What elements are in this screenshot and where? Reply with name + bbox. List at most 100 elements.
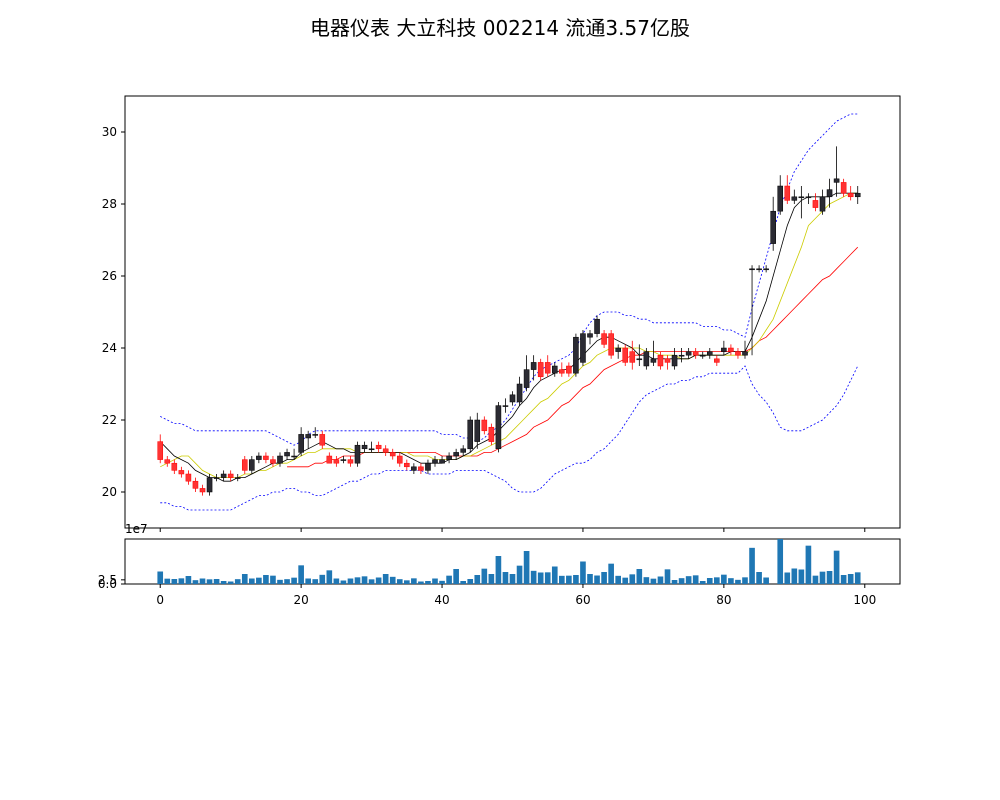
candle-body (544, 362, 551, 374)
volume-bar (481, 568, 488, 584)
volume-bar (199, 578, 206, 584)
volume-bar (234, 579, 241, 584)
candle-body (270, 459, 276, 464)
candle-body (559, 369, 565, 374)
price-ytick-label: 22 (102, 413, 117, 427)
volume-scale-label: 1e7 (125, 522, 148, 536)
candle-body (291, 455, 297, 458)
volume-bar (516, 565, 523, 584)
volume-bar (756, 572, 762, 584)
candle-body (241, 459, 248, 471)
candle-body (446, 455, 452, 460)
volume-bar (735, 579, 741, 584)
candle-body (396, 455, 403, 464)
volume-bar (530, 570, 537, 584)
volume-bar (601, 572, 607, 584)
candle-body (319, 434, 326, 446)
candle-body (777, 185, 784, 212)
candle-body (220, 473, 227, 478)
candle-body (185, 473, 192, 482)
volume-bar (298, 565, 304, 584)
volume-bar (396, 579, 403, 584)
candle-body (418, 466, 424, 471)
candle-body (192, 480, 199, 489)
volume-bar (650, 578, 657, 584)
volume-bar (488, 574, 495, 584)
volume-bar (439, 580, 445, 584)
candle-body (284, 452, 290, 457)
volume-bar (721, 574, 727, 584)
volume-bar (798, 569, 805, 584)
volume-bar (580, 561, 586, 584)
price-ytick-label: 26 (102, 269, 117, 283)
candle-body (671, 354, 678, 367)
volume-bar (509, 574, 516, 584)
volume-bar (192, 580, 199, 584)
xtick-label: 100 (853, 593, 876, 607)
price-frame (124, 95, 901, 529)
candle-body (502, 405, 509, 407)
volume-bar (340, 580, 347, 584)
band-upper-line (160, 113, 858, 446)
candle-body (199, 488, 206, 493)
candle-body (629, 351, 636, 363)
xtick-label: 60 (575, 593, 590, 607)
volume-bar (361, 576, 368, 584)
candle-body (333, 459, 340, 464)
volume-bar (425, 581, 431, 584)
volume-bar (819, 571, 826, 584)
volume-bar (495, 556, 502, 584)
volume-bar (551, 566, 558, 584)
volume-bar (404, 580, 410, 584)
volume-bar (460, 581, 466, 584)
volume-bar (256, 577, 262, 584)
candle-body (411, 466, 417, 471)
xtick-label: 80 (716, 593, 731, 607)
volume-bar (263, 575, 269, 584)
candle-body (812, 200, 819, 208)
candle-body (453, 452, 459, 457)
candle-body (439, 459, 445, 464)
xtick-label: 40 (434, 593, 449, 607)
candle-body (805, 196, 812, 199)
candle-body (171, 462, 178, 471)
candle-body (573, 336, 579, 374)
candle-body (784, 185, 791, 201)
candle-body (847, 192, 854, 198)
volume-bar (854, 572, 861, 584)
candle-body (763, 268, 769, 271)
candle-body (474, 419, 481, 442)
price-ytick-label: 24 (102, 341, 117, 355)
candle-body (361, 444, 368, 450)
candle-body (206, 477, 213, 493)
candle-body (277, 455, 283, 464)
volume-bar (206, 579, 213, 584)
volume-bar (714, 577, 720, 584)
candle-body (685, 351, 692, 356)
volume-bar (587, 574, 593, 584)
volume-bar (615, 575, 621, 584)
volume-bar (277, 579, 283, 584)
volume-bar (347, 578, 354, 584)
price-ytick-label: 20 (102, 485, 117, 499)
candle-body (735, 351, 741, 356)
volume-bar (742, 577, 748, 584)
volume-bar (664, 569, 671, 584)
candle-body (728, 347, 734, 352)
volume-bar (566, 575, 572, 584)
candle-body (664, 358, 671, 363)
candle-body (826, 189, 833, 198)
volume-bar (833, 550, 840, 584)
volume-ytick-label: 0.0 (98, 577, 117, 591)
candle-body (622, 347, 629, 363)
volume-bar (326, 570, 333, 584)
volume-bar (629, 574, 636, 584)
volume-bar (213, 579, 220, 584)
price-ytick-label: 28 (102, 197, 117, 211)
candle-body (298, 434, 304, 453)
candle-body (798, 196, 805, 199)
candle-body (756, 268, 762, 271)
candle-body (382, 448, 389, 453)
candle-body (432, 459, 438, 464)
volume-bar (319, 574, 326, 584)
